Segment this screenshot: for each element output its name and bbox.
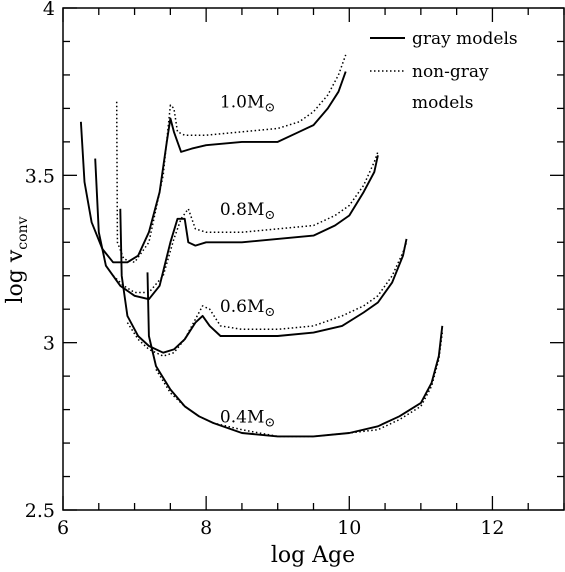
legend-label-nongray: non-gray xyxy=(412,62,489,82)
series-0_6-solid xyxy=(119,208,408,354)
mass-label-0_8: 0.8M⊙ xyxy=(220,200,275,223)
plot-frame xyxy=(62,7,565,511)
series-1_0-solid xyxy=(79,71,347,264)
series-0_4-dotted xyxy=(155,332,444,438)
series-0_6-dotted xyxy=(126,242,408,357)
series-0_4-solid xyxy=(146,272,444,438)
x-tick-label-10: 10 xyxy=(337,517,361,539)
x-tick-label-8: 8 xyxy=(200,517,212,539)
legend-label-models: models xyxy=(412,93,473,113)
mass-label-value: 1.0M xyxy=(220,93,264,113)
series-0_8-solid xyxy=(94,155,379,301)
mass-labels: 1.0M⊙0.8M⊙0.6M⊙0.4M⊙ xyxy=(220,93,275,431)
y-axis-title: log vconv xyxy=(3,216,31,303)
mass-label-1_0: 1.0M⊙ xyxy=(220,93,275,116)
legend-label-gray: gray models xyxy=(412,29,518,49)
solar-symbol: ⊙ xyxy=(264,101,275,116)
y-tick-label-4: 4 xyxy=(43,0,55,20)
axis-ticks xyxy=(62,7,565,511)
y-tick-label-3: 3 xyxy=(43,333,55,355)
axis-tick-labels: 6 8 10 12 2.5 3 3.5 4 xyxy=(25,0,505,539)
y-axis-title-main: log v xyxy=(3,249,28,303)
y-axis-title-subscript: conv xyxy=(15,216,31,249)
y-tick-label-3.5: 3.5 xyxy=(25,165,55,187)
x-tick-label-12: 12 xyxy=(480,517,504,539)
x-axis-title: log Age xyxy=(271,543,355,568)
solar-symbol: ⊙ xyxy=(264,208,275,223)
mass-label-value: 0.6M xyxy=(220,297,264,317)
mass-label-value: 0.8M xyxy=(220,200,264,220)
y-tick-label-2.5: 2.5 xyxy=(25,500,55,522)
series-0_8-dotted xyxy=(112,151,379,294)
mass-label-0_6: 0.6M⊙ xyxy=(220,297,275,320)
solar-symbol: ⊙ xyxy=(264,415,275,430)
mass-label-value: 0.4M xyxy=(220,407,264,427)
mass-label-0_4: 0.4M⊙ xyxy=(220,407,275,430)
series-layer xyxy=(79,54,444,438)
series-1_0-dotted xyxy=(115,54,347,264)
x-tick-label-6: 6 xyxy=(57,517,69,539)
solar-symbol: ⊙ xyxy=(264,305,275,320)
legend: gray models non-gray models xyxy=(370,29,518,113)
